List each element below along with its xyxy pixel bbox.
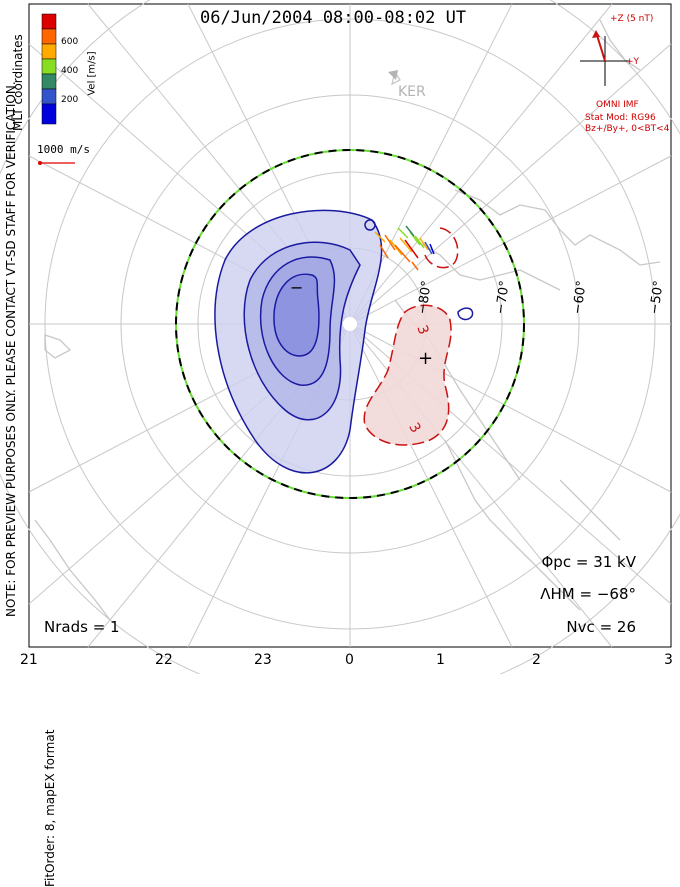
n-vc-label: Nvc	[566, 618, 595, 636]
velocity-vectors	[374, 225, 435, 271]
fit-order-note: FitOrder: 8, mapEX format	[43, 729, 57, 887]
lambda-hm-value: = −68°	[579, 585, 637, 603]
colorbar-tick: 400	[61, 66, 79, 76]
n-rads-label: Nrads	[44, 618, 88, 636]
convection-map	[0, 0, 680, 674]
phi-pc-value: = 31 kV	[575, 553, 636, 571]
reference-vector-label: 1000 m/s	[37, 143, 90, 156]
stat-model: Stat Mod: RG96	[585, 113, 656, 123]
colorbar-label: Vel [m/s]	[86, 51, 98, 96]
colorbar-tick: 200	[61, 95, 79, 105]
phi-pc-label: Φpc	[541, 553, 572, 571]
lambda-hm-stat: ΛHM = −68°	[540, 585, 636, 603]
positive-cell	[363, 227, 459, 446]
n-rads-stat: Nrads = 1	[44, 618, 120, 636]
mlt-label: 0	[345, 652, 354, 668]
mlt-label: 23	[254, 652, 272, 668]
station-label: KER	[398, 84, 426, 100]
imf-source: OMNI IMF	[596, 100, 639, 110]
n-vc-value: = 26	[599, 618, 636, 636]
mlt-label: 21	[20, 652, 38, 668]
mlt-label: 2	[532, 652, 541, 668]
negative-center-marker: −	[290, 278, 304, 297]
n-vc-stat: Nvc = 26	[566, 618, 636, 636]
coordinate-system: MLT coordinates	[11, 34, 25, 131]
station-marker	[388, 70, 398, 80]
n-rads-value: = 1	[92, 618, 120, 636]
mlt-label: 22	[155, 652, 173, 668]
imf-dial	[580, 30, 630, 86]
colorbar	[41, 13, 57, 125]
mlt-label: 3	[664, 652, 673, 668]
lambda-hm-label: ΛHM	[540, 585, 575, 603]
imf-z-label: +Z (5 nT)	[610, 14, 654, 24]
mlt-label: 1	[436, 652, 445, 668]
map-title: 06/Jun/2004 08:00-08:02 UT	[200, 8, 467, 28]
positive-center-marker: +	[418, 348, 434, 369]
imf-y-label: +Y	[626, 57, 640, 67]
heppner-maynard-boundary-dash	[175, 149, 525, 499]
model-params: Bz+/By+, 0<BT<4	[585, 124, 670, 134]
colorbar-tick: 600	[61, 37, 79, 47]
phi-pc-stat: Φpc = 31 kV	[542, 553, 637, 571]
negative-cell	[214, 209, 474, 474]
pole-marker	[343, 317, 357, 331]
